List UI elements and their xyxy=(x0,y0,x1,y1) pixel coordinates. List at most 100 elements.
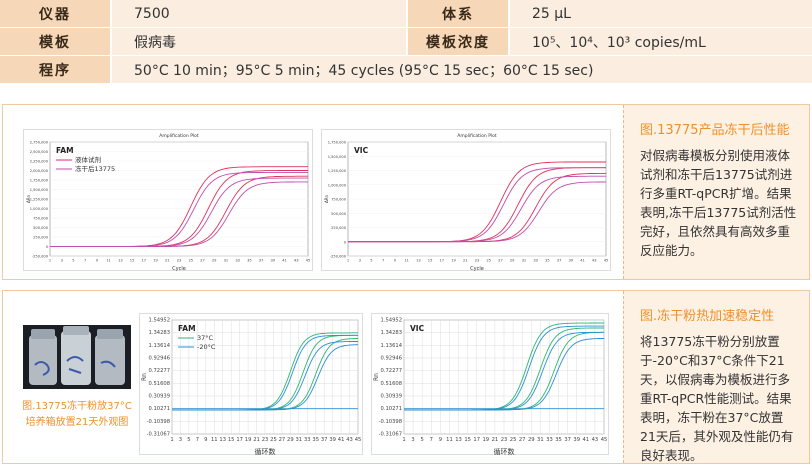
x-tick-label: 37 xyxy=(321,437,328,443)
x-tick-label: 13 xyxy=(219,437,226,443)
series-line xyxy=(348,167,606,243)
y-tick-label: 0.51608 xyxy=(381,381,402,387)
x-tick-label: 9 xyxy=(96,259,99,263)
caption-title: 图.13775产品冻干后性能 xyxy=(640,123,790,138)
y-tick-label: 1,750,000 xyxy=(30,179,49,183)
x-tick-label: 25 xyxy=(486,259,491,263)
x-tick-label: 39 xyxy=(569,259,574,263)
x-tick-label: 21 xyxy=(165,259,170,263)
x-tick-label: 33 xyxy=(533,259,538,263)
x-tick-label: 45 xyxy=(355,437,362,443)
x-tick-label: 27 xyxy=(519,437,526,443)
x-tick-label: 31 xyxy=(537,437,544,443)
vial-photo xyxy=(23,325,131,389)
y-tick-label: 0.30939 xyxy=(149,394,170,400)
y-axis-label: Rn xyxy=(373,373,380,381)
y-tick-label: 1,250,000 xyxy=(328,169,347,173)
spec-key: 模板浓度 xyxy=(408,28,508,55)
x-tick-label: 19 xyxy=(451,259,456,263)
x-tick-label: 35 xyxy=(312,437,319,443)
chart-svg: 1.54952 1.34283 1.13614 0.92946 0.72277 0.516… xyxy=(373,318,607,457)
chart-fam-stability: 1.54952 1.34283 1.13614 0.92946 0.72277 0.516… xyxy=(139,313,363,457)
y-tick-label: 1,500,000 xyxy=(30,188,49,192)
channel-label: VIC xyxy=(354,146,369,155)
series-line xyxy=(50,171,308,247)
chart-title: Amplification Plot xyxy=(159,133,199,139)
chart-svg: Amplification Plot 2,750,000 2,500,000 2,25… xyxy=(26,133,311,272)
spec-value: 25 µL xyxy=(510,0,812,27)
chart-svg: 1.54952 1.34283 1.13614 0.92946 0.72277 0.516… xyxy=(141,318,362,457)
series-line xyxy=(348,167,606,243)
x-tick-label: 9 xyxy=(394,259,397,263)
series-line xyxy=(172,344,358,411)
y-tick-label: -0.10398 xyxy=(379,419,402,425)
chart-vic-amplification: Amplification Plot 1,750,000 1,500,000 1,25… xyxy=(321,129,611,272)
x-tick-label: 39 xyxy=(271,259,276,263)
x-tick-label: 45 xyxy=(306,259,311,263)
series-line xyxy=(348,172,606,243)
y-tick-label: 0.72277 xyxy=(381,368,402,374)
y-tick-label: 2,000,000 xyxy=(30,169,49,173)
y-tick-label: 2,500,000 xyxy=(30,150,49,154)
x-tick-label: 25 xyxy=(270,437,277,443)
x-tick-label: 21 xyxy=(253,437,260,443)
x-tick-label: 23 xyxy=(262,437,269,443)
x-tick-label: 11 xyxy=(211,437,218,443)
x-tick-label: 41 xyxy=(580,259,585,263)
series-line xyxy=(348,181,607,243)
x-tick-label: 33 xyxy=(304,437,311,443)
x-tick-label: 7 xyxy=(382,259,384,263)
x-tick-label: 5 xyxy=(72,259,74,263)
x-tick-label: 5 xyxy=(370,259,372,263)
x-tick-label: 23 xyxy=(177,259,182,263)
series-line xyxy=(404,338,604,411)
x-tick-label: 33 xyxy=(235,259,240,263)
x-tick-label: 1 xyxy=(402,437,405,443)
x-tick-label: 37 xyxy=(259,259,264,263)
channel-label: FAM xyxy=(56,146,74,155)
caption-panel: 图.13775产品冻干后性能 对假病毒模板分别使用液体试剂和冻干后13775试剂… xyxy=(623,105,809,279)
x-axis-label: 循环数 xyxy=(494,447,515,456)
x-axis-label: Cycle xyxy=(470,266,484,272)
x-tick-label: 35 xyxy=(555,437,562,443)
x-tick-label: 9 xyxy=(204,437,207,443)
y-tick-label: 500,000 xyxy=(33,226,49,230)
x-tick-label: 11 xyxy=(106,259,111,263)
x-tick-label: 29 xyxy=(528,437,535,443)
x-tick-label: 37 xyxy=(564,437,571,443)
spec-value: 50°C 10 min；95°C 5 min；45 cycles (95°C 1… xyxy=(112,56,812,83)
x-tick-label: 15 xyxy=(464,437,471,443)
x-tick-label: 39 xyxy=(329,437,336,443)
spec-value: 10⁵、10⁴、10³ copies/mL xyxy=(510,28,812,55)
x-tick-label: 29 xyxy=(510,259,515,263)
legend-label: 冻干后13775 xyxy=(75,164,115,173)
y-tick-label: 250,000 xyxy=(331,226,347,230)
y-tick-label: 0.72277 xyxy=(149,368,170,374)
caption-text: 将13775冻干粉分别放置于-20°C和37°C条件下21天，以假病毒为模板进行… xyxy=(640,334,794,463)
x-tick-label: 43 xyxy=(294,259,299,263)
x-tick-label: 41 xyxy=(338,437,345,443)
x-tick-label: 17 xyxy=(440,259,445,263)
x-tick-label: 41 xyxy=(583,437,590,443)
spec-key: 体系 xyxy=(408,0,508,27)
x-tick-label: 5 xyxy=(187,437,190,443)
x-tick-label: 27 xyxy=(279,437,286,443)
y-tick-label: 1.34283 xyxy=(149,330,170,336)
spec-key: 仪器 xyxy=(0,0,110,27)
vial-image xyxy=(23,325,131,389)
x-tick-label: 5 xyxy=(421,437,424,443)
y-tick-label: 0.10271 xyxy=(149,406,170,412)
y-tick-label: 1,250,000 xyxy=(30,198,49,202)
x-tick-label: 35 xyxy=(545,259,550,263)
spec-row: 模板 假病毒 模板浓度 10⁵、10⁴、10³ copies/mL xyxy=(0,28,812,55)
chart-vic-stability: 1.54952 1.34283 1.13614 0.92946 0.72277 0.516… xyxy=(371,313,609,457)
x-tick-label: 25 xyxy=(510,437,517,443)
y-tick-label: 1.13614 xyxy=(381,343,403,349)
y-axis-label: ΔRn xyxy=(324,195,329,204)
legend-label: -20°C xyxy=(197,343,216,351)
channel-label: FAM xyxy=(178,324,196,333)
y-tick-label: 0 xyxy=(46,245,49,249)
x-tick-label: 37 xyxy=(557,259,562,263)
series-line xyxy=(348,175,606,243)
y-tick-label: -250,000 xyxy=(32,255,49,259)
